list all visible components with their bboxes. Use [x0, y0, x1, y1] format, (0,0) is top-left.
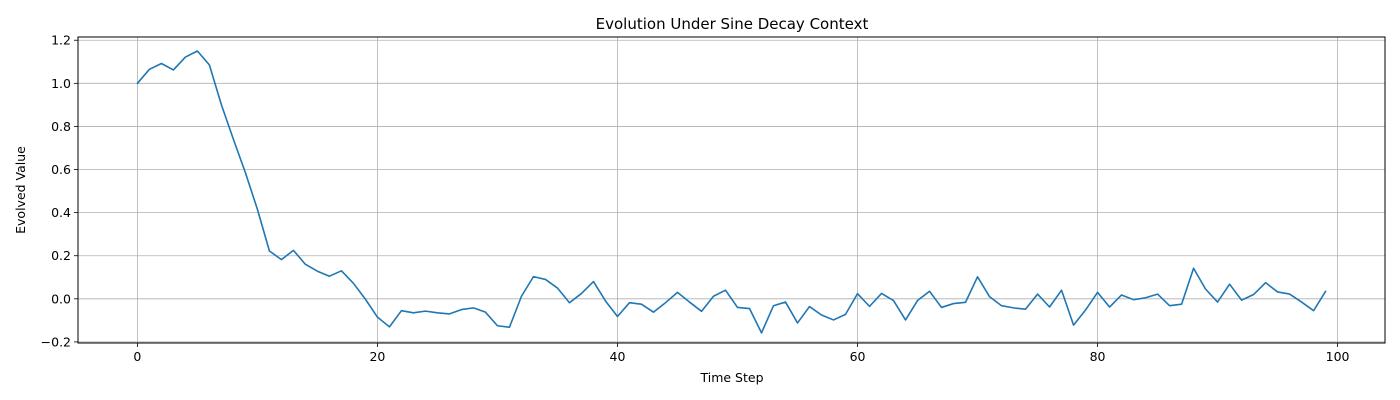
- x-tick-label: 0: [133, 349, 141, 364]
- x-tick-label: 100: [1326, 349, 1350, 364]
- grid: [78, 37, 1385, 343]
- y-axis-title: Evolved Value: [13, 146, 28, 234]
- x-tick-label: 40: [610, 349, 626, 364]
- y-tick-label: −0.2: [41, 334, 71, 349]
- series-layer: [136, 50, 1327, 334]
- y-tick-label: 0.0: [51, 291, 71, 306]
- plot-frame: [77, 36, 1386, 344]
- y-tick-label: 0.4: [51, 205, 71, 220]
- x-axis: 0 20 40 60 80 100: [133, 343, 1350, 364]
- x-tick-label: 80: [1090, 349, 1106, 364]
- y-tick-label: 1.0: [51, 76, 71, 91]
- x-tick-label: 20: [369, 349, 385, 364]
- y-tick-label: 0.6: [51, 162, 71, 177]
- x-tick-label: 60: [850, 349, 866, 364]
- y-tick-label: 1.2: [51, 33, 71, 48]
- y-axis: −0.2 0.0 0.2 0.4 0.6 0.8 1.0 1.2: [41, 33, 78, 349]
- y-tick-label: 0.2: [51, 248, 71, 263]
- y-tick-label: 0.8: [51, 119, 71, 134]
- x-axis-title: Time Step: [699, 370, 763, 385]
- chart-title: Evolution Under Sine Decay Context: [596, 15, 869, 33]
- series-line: [136, 50, 1327, 334]
